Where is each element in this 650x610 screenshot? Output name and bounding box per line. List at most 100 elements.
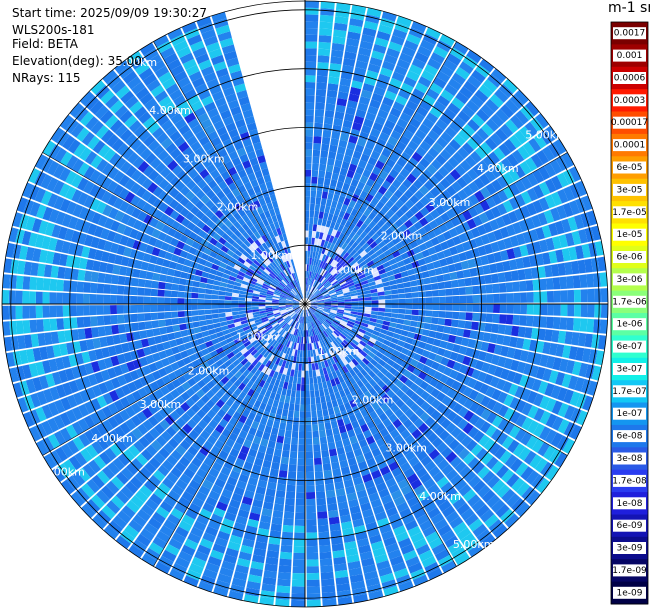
range-bin [165, 275, 174, 283]
range-bin [243, 261, 251, 268]
range-bin [230, 197, 239, 207]
range-bin [306, 505, 316, 513]
range-bin [315, 273, 320, 281]
range-bin [120, 213, 131, 225]
range-bin [515, 502, 531, 517]
range-bin [509, 134, 522, 149]
range-bin [502, 172, 515, 185]
range-bin [151, 60, 166, 73]
range-bin [490, 132, 503, 147]
range-bin [577, 259, 586, 274]
range-bin [75, 487, 90, 503]
range-bin [220, 376, 230, 385]
range-bin [248, 397, 257, 406]
range-bin [235, 238, 244, 246]
range-bin [466, 137, 479, 150]
range-bin [480, 341, 490, 352]
range-bin [433, 46, 449, 59]
range-bin [366, 486, 378, 496]
range-bin [337, 295, 345, 299]
range-bin [407, 157, 419, 168]
range-bin [367, 156, 378, 166]
range-bin [331, 200, 338, 209]
range-bin [406, 364, 416, 373]
range-bin [134, 471, 148, 484]
range-bin [234, 351, 243, 359]
ray-7 [307, 21, 427, 299]
range-bin [319, 157, 328, 165]
range-bin [284, 430, 292, 438]
range-bin [496, 203, 508, 216]
range-bin [554, 452, 568, 468]
range-bin [289, 282, 295, 289]
range-bin [238, 331, 246, 338]
range-bin [374, 340, 383, 347]
range-bin [333, 433, 342, 442]
range-bin [289, 311, 296, 317]
range-bin [525, 101, 540, 117]
range-bin [279, 298, 286, 301]
range-bin [364, 256, 372, 264]
range-bin [389, 77, 403, 89]
range-bin [141, 553, 157, 567]
range-bin [290, 390, 296, 398]
range-bin [150, 288, 158, 297]
range-bin [391, 308, 399, 314]
range-bin [306, 309, 310, 317]
range-bin [486, 304, 494, 313]
range-bin [450, 216, 461, 227]
range-bin [374, 279, 383, 285]
range-bin [395, 357, 404, 366]
range-bin [378, 154, 389, 164]
range-bin [573, 289, 581, 303]
range-bin [192, 374, 202, 383]
range-bin [531, 214, 542, 228]
range-bin [465, 100, 480, 113]
range-bin [509, 425, 521, 439]
range-bin [111, 80, 126, 94]
range-bin [505, 282, 514, 293]
range-bin [351, 358, 359, 367]
range-bin [291, 430, 299, 439]
range-bin [142, 202, 153, 214]
range-bin [287, 309, 294, 313]
range-bin [167, 159, 179, 171]
range-bin [509, 410, 521, 424]
range-bin [150, 84, 165, 98]
range-bin [357, 331, 365, 337]
range-bin [56, 318, 65, 330]
range-bin [60, 151, 73, 166]
range-bin [176, 240, 185, 250]
range-bin [264, 425, 272, 434]
range-bin [266, 291, 274, 296]
range-bin [369, 285, 377, 290]
range-bin [152, 328, 161, 337]
range-bin [509, 336, 518, 348]
range-bin [433, 170, 445, 182]
range-bin [404, 450, 416, 462]
range-bin [327, 274, 333, 281]
range-bin [379, 465, 391, 476]
range-bin [406, 33, 422, 45]
range-bin [47, 193, 59, 208]
range-bin [323, 309, 331, 312]
range-bin [98, 382, 109, 395]
ray-47 [308, 308, 496, 548]
range-bin [187, 118, 200, 130]
range-bin [328, 69, 341, 78]
range-bin [273, 268, 280, 275]
range-bin [260, 438, 269, 447]
range-bin [317, 341, 322, 349]
range-bin [306, 471, 315, 479]
range-bin [306, 552, 319, 560]
range-bin [308, 237, 312, 245]
range-bin [332, 427, 340, 436]
range-bin [154, 335, 163, 344]
range-bin [124, 115, 138, 128]
ray-61 [275, 310, 305, 607]
ray-71 [128, 308, 302, 559]
range-bin [340, 282, 348, 288]
range-bin [69, 317, 78, 329]
range-bin [164, 414, 176, 426]
range-bin [116, 143, 129, 156]
